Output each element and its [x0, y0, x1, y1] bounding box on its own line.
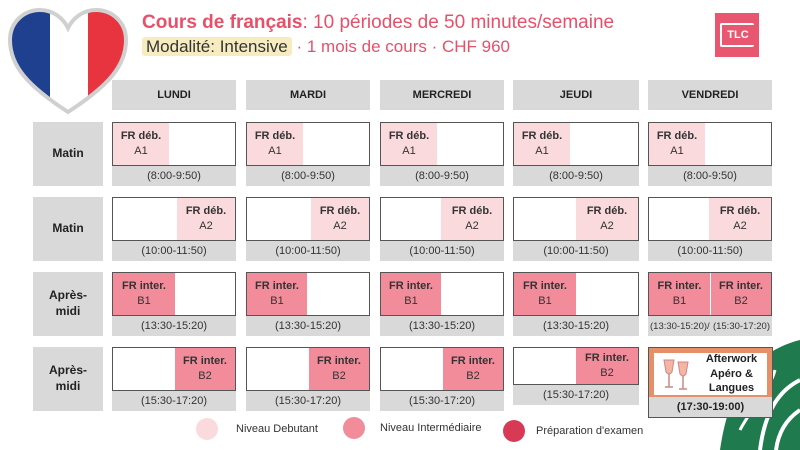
time-slot: (8:00-9:50) [380, 166, 504, 186]
time-slot: (10:00-11:50) [246, 241, 370, 261]
legend-intermediaire-label: Niveau Intermédiaire [380, 422, 482, 434]
time-slot: (10:00-11:50) [648, 241, 772, 261]
schedule-cell[interactable]: FR inter. B1 [513, 272, 639, 316]
schedule-cell[interactable]: FR déb. A2 [246, 197, 370, 241]
row-label-morning-1: Matin [33, 122, 103, 186]
time-slot: (13:30-15:20) [246, 316, 370, 336]
course-block-inter-b2: FR inter. B2 [576, 348, 638, 384]
legend-debutant-swatch [196, 418, 218, 440]
schedule-cell[interactable]: FR déb. A1 [648, 122, 772, 166]
schedule-cell[interactable]: FR déb. A2 [648, 197, 772, 241]
course-block-inter-b1: FR inter. B1 [247, 273, 307, 315]
schedule-cell[interactable]: FR inter. B1 [112, 272, 236, 316]
schedule-cell[interactable]: FR inter. B2 [513, 347, 639, 385]
schedule-cell[interactable]: FR déb. A1 [246, 122, 370, 166]
time-slot: (8:00-9:50) [648, 166, 772, 186]
course-block-deb-a1: FR déb. A1 [381, 123, 437, 165]
course-block-deb-a2: FR déb. A2 [441, 198, 503, 240]
day-header-lundi: LUNDI [112, 80, 236, 110]
course-block-deb-a1: FR déb. A1 [649, 123, 705, 165]
time-slot: (15:30-17:20) [112, 391, 236, 411]
course-block-deb-a2: FR déb. A2 [177, 198, 235, 240]
page-subtitle: Modalité: Intensive · 1 mois de cours · … [142, 37, 510, 57]
course-block-deb-a1: FR déb. A1 [514, 123, 570, 165]
time-slot: (15:30-17:20) [246, 391, 370, 411]
schedule-cell[interactable]: FR déb. A2 [513, 197, 639, 241]
course-block-deb-a2: FR déb. A2 [311, 198, 369, 240]
course-block-inter-b2: FR inter. B2 [175, 348, 235, 390]
modality-highlight: Modalité: Intensive [142, 37, 292, 56]
time-slot: (8:00-9:50) [246, 166, 370, 186]
course-block-deb-a2: FR déb. A2 [709, 198, 771, 240]
schedule-cell[interactable]: FR déb. A1 [112, 122, 236, 166]
time-slot: (13:30-15:20) [513, 316, 639, 336]
course-block-inter-b1: FR inter. B1 [381, 273, 441, 315]
legend-debutant-label: Niveau Debutant [236, 423, 318, 435]
afterwork-card: Afterwork Apéro & Langues [654, 353, 767, 395]
time-slot: (10:00-11:50) [513, 241, 639, 261]
afterwork-time: (17:30-19:00) [649, 397, 772, 417]
time-slot-split: (13:30-15:20)/(15:30-17:20) [648, 316, 772, 336]
course-block-deb-a1: FR déb. A1 [113, 123, 169, 165]
course-block-deb-a2: FR déb. A2 [576, 198, 638, 240]
time-slot: (15:30-17:20) [380, 391, 504, 411]
time-slot: (8:00-9:50) [112, 166, 236, 186]
schedule-cell[interactable]: FR inter. B2 [246, 347, 370, 391]
tlc-logo: TLC [715, 13, 759, 57]
schedule-cell[interactable]: FR inter. B2 [380, 347, 504, 391]
schedule-cell[interactable]: FR inter. B1 [380, 272, 504, 316]
day-header-vendredi: VENDREDI [648, 80, 772, 110]
row-label-morning-2: Matin [33, 197, 103, 261]
course-block-inter-b1: FR inter. B1 [514, 273, 576, 315]
course-block-deb-a1: FR déb. A1 [247, 123, 303, 165]
row-label-afternoon-1: Après-midi [33, 272, 103, 336]
course-block-inter-b1: FR inter. B1 [113, 273, 175, 315]
legend-examen-label: Préparation d'examen [536, 425, 644, 437]
legend-examen-swatch [503, 420, 525, 442]
time-slot: (13:30-15:20) [112, 316, 236, 336]
course-block-inter-b2: FR inter. B2 [309, 348, 369, 390]
schedule-cell[interactable]: FR inter. B1 FR inter. B2 [648, 272, 772, 316]
day-header-jeudi: JEUDI [513, 80, 639, 110]
time-slot: (10:00-11:50) [380, 241, 504, 261]
french-flag-heart-icon [8, 8, 128, 115]
afterwork-title: Afterwork Apéro & Langues [705, 352, 758, 395]
schedule-cell[interactable]: FR déb. A2 [380, 197, 504, 241]
row-label-afternoon-2: Après-midi [33, 347, 103, 411]
time-slot: (10:00-11:50) [112, 241, 236, 261]
wine-glasses-icon [663, 359, 689, 390]
afterwork-event[interactable]: Afterwork Apéro & Langues (17:30-19:00) [648, 347, 773, 418]
time-slot: (8:00-9:50) [513, 166, 639, 186]
course-block-inter-b2: FR inter. B2 [711, 273, 771, 315]
course-block-inter-b1: FR inter. B1 [649, 273, 710, 315]
day-header-mercredi: MERCREDI [380, 80, 504, 110]
day-header-mardi: MARDI [246, 80, 370, 110]
schedule-cell[interactable]: FR déb. A1 [513, 122, 639, 166]
page-title: Cours de français: 10 périodes de 50 min… [142, 12, 615, 33]
time-slot: (13:30-15:20) [380, 316, 504, 336]
schedule-cell[interactable]: FR déb. A1 [380, 122, 504, 166]
time-slot: (15:30-17:20) [513, 385, 639, 405]
course-block-inter-b2: FR inter. B2 [443, 348, 503, 390]
schedule-cell[interactable]: FR inter. B2 [112, 347, 236, 391]
legend-intermediaire-swatch [343, 417, 365, 439]
schedule-cell[interactable]: FR déb. A2 [112, 197, 236, 241]
schedule-cell[interactable]: FR inter. B1 [246, 272, 370, 316]
